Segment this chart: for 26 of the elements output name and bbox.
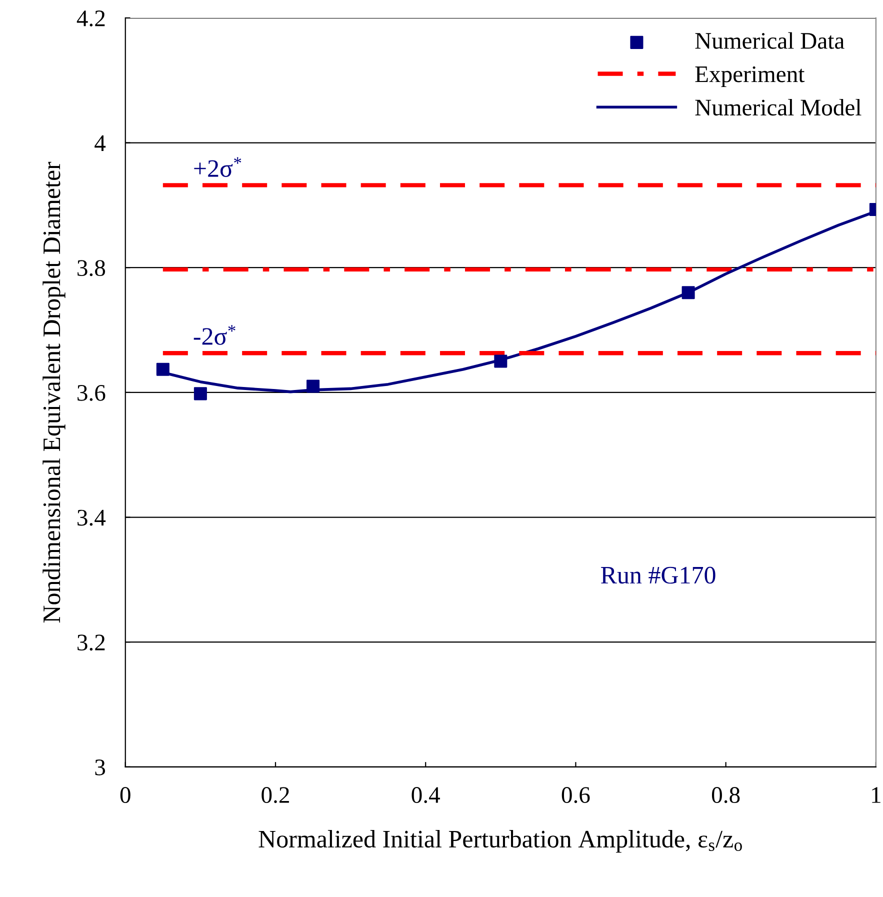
legend-label: Numerical Data — [695, 32, 844, 49]
x-tick-label: 1 — [872, 787, 880, 803]
y-tick-label: 3.4 — [78, 510, 106, 526]
y-tick-label: 3 — [95, 759, 106, 776]
annotation: -2σ$^{*}$ — [194, 325, 236, 345]
annotation: Run #G170 — [601, 566, 716, 584]
point — [194, 387, 207, 400]
x-tick-label: 0.2 — [262, 787, 289, 804]
y-axis-title: Nondimensional Equivalent Droplet Diameter — [42, 162, 66, 623]
annotation: +2σ$^{*}$ — [194, 157, 242, 178]
point — [306, 380, 320, 393]
y-tick-label: 3.6 — [78, 384, 106, 401]
x-tick-label: 0.4 — [412, 787, 440, 804]
y-tick-label: 3.8 — [78, 260, 106, 276]
y-tick-label: 4.2 — [76, 10, 105, 26]
x-tick-label: 0 — [120, 787, 130, 803]
point — [682, 286, 695, 300]
x-tick-label: 0.8 — [712, 787, 740, 804]
point — [494, 354, 508, 368]
x-tick-label: 0.6 — [562, 787, 590, 804]
point — [156, 362, 170, 376]
legend-label: Numerical Model — [695, 98, 862, 116]
y-tick-label: 4 — [94, 135, 106, 151]
y-tick-label: 3.2 — [78, 634, 105, 651]
x-axis-title: Normalized Initial Perturbation Amplitude, ε$_{s}$/z$_{o}$ — [258, 830, 742, 853]
legend-label: Experiment — [695, 66, 805, 88]
